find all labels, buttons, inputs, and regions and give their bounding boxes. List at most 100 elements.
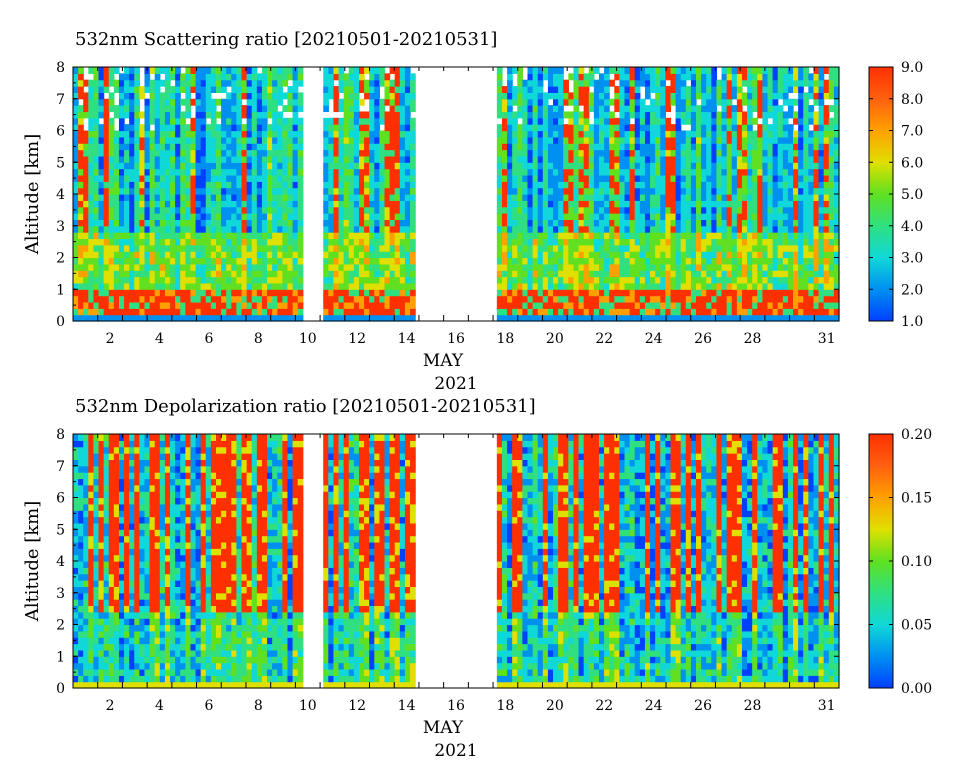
heatmap-cell	[297, 79, 304, 87]
heatmap-cell	[226, 251, 232, 259]
heatmap-cell	[583, 213, 590, 220]
heatmap-cell	[221, 162, 227, 170]
heatmap-cell	[619, 124, 626, 132]
heatmap-cell	[78, 225, 84, 233]
heatmap-cell	[170, 162, 176, 170]
heatmap-cell	[803, 130, 809, 138]
heatmap-cell	[639, 111, 646, 119]
heatmap-cell	[328, 289, 335, 297]
heatmap-cell	[782, 98, 789, 106]
heatmap-cell	[593, 232, 600, 240]
heatmap-cell	[593, 289, 600, 297]
heatmap-cell	[389, 301, 396, 309]
heatmap-cell	[650, 67, 656, 74]
heatmap-cell	[517, 308, 523, 316]
heatmap-cell	[670, 251, 677, 259]
heatmap-cell	[404, 263, 411, 271]
heatmap-cell	[282, 174, 289, 182]
heatmap-cell	[501, 155, 508, 163]
heatmap-cell	[675, 149, 682, 157]
heatmap-cell	[629, 225, 636, 233]
heatmap-cell	[369, 232, 375, 240]
heatmap-cell	[593, 130, 600, 138]
heatmap-cell	[593, 162, 600, 170]
heatmap-cell	[716, 98, 723, 106]
heatmap-cell	[282, 308, 289, 316]
heatmap-cell	[256, 238, 263, 246]
heatmap-cell	[78, 143, 84, 151]
heatmap-cell	[241, 301, 248, 309]
heatmap-cell	[328, 314, 335, 322]
heatmap-cell	[767, 79, 774, 87]
heatmap-cell	[808, 168, 815, 176]
heatmap-cell	[358, 314, 365, 322]
heatmap-cell	[614, 270, 621, 278]
heatmap-cell	[180, 244, 186, 252]
heatmap-cell	[241, 105, 248, 113]
heatmap-cell	[343, 263, 350, 271]
heatmap-cell	[803, 168, 809, 176]
heatmap-cell	[205, 92, 212, 100]
heatmap-cell	[323, 295, 329, 303]
heatmap-cell	[690, 67, 697, 74]
heatmap-cell	[507, 257, 513, 265]
heatmap-cell	[619, 79, 626, 87]
heatmap-cell	[787, 200, 794, 208]
heatmap-cell	[496, 238, 503, 246]
heatmap-cell	[93, 225, 100, 233]
heatmap-cell	[614, 168, 621, 176]
heatmap-cell	[267, 105, 273, 113]
heatmap-cell	[537, 194, 544, 201]
heatmap-cell	[103, 244, 110, 252]
heatmap-cell	[583, 105, 590, 113]
heatmap-cell	[675, 206, 682, 214]
heatmap-cell	[512, 206, 518, 214]
heatmap-cell	[226, 194, 232, 201]
heatmap-cell	[328, 149, 335, 157]
heatmap-cell	[103, 187, 110, 195]
heatmap-cell	[680, 206, 687, 214]
heatmap-cell	[404, 213, 411, 220]
heatmap-cell	[170, 181, 176, 189]
heatmap-cell	[175, 263, 181, 271]
heatmap-cell	[195, 187, 202, 195]
heatmap-cell	[793, 263, 799, 271]
heatmap-cell	[772, 232, 779, 240]
heatmap-cell	[706, 92, 712, 100]
heatmap-cell	[124, 213, 130, 220]
heatmap-cell	[527, 289, 534, 297]
heatmap-cell	[609, 181, 615, 189]
heatmap-cell	[287, 149, 294, 157]
heatmap-cell	[343, 181, 350, 189]
heatmap-cell	[517, 206, 523, 214]
heatmap-cell	[772, 225, 779, 233]
heatmap-cell	[614, 251, 621, 259]
heatmap-cell	[175, 124, 181, 132]
heatmap-cell	[108, 225, 115, 233]
heatmap-cell	[568, 206, 575, 214]
heatmap-cell	[583, 187, 590, 195]
heatmap-cell	[614, 257, 621, 265]
heatmap-cell	[762, 73, 769, 81]
heatmap-cell	[379, 111, 386, 119]
heatmap-cell	[741, 282, 748, 290]
heatmap-cell	[670, 257, 677, 265]
heatmap-cell	[639, 162, 646, 170]
heatmap-cell	[777, 162, 784, 170]
heatmap-cell	[547, 187, 554, 195]
heatmap-cell	[598, 117, 605, 125]
heatmap-cell	[644, 174, 651, 182]
heatmap-cell	[793, 219, 799, 227]
heatmap-cell	[129, 136, 135, 144]
heatmap-cell	[226, 301, 232, 309]
heatmap-cell	[358, 73, 365, 81]
heatmap-cell	[634, 174, 641, 182]
heatmap-cell	[721, 251, 728, 259]
heatmap-cell	[113, 295, 120, 303]
heatmap-cell	[226, 162, 232, 170]
heatmap-cell	[696, 301, 702, 309]
heatmap-cell	[604, 168, 610, 176]
heatmap-cell	[818, 168, 825, 176]
heatmap-cell	[578, 289, 585, 297]
heatmap-cell	[644, 276, 651, 284]
